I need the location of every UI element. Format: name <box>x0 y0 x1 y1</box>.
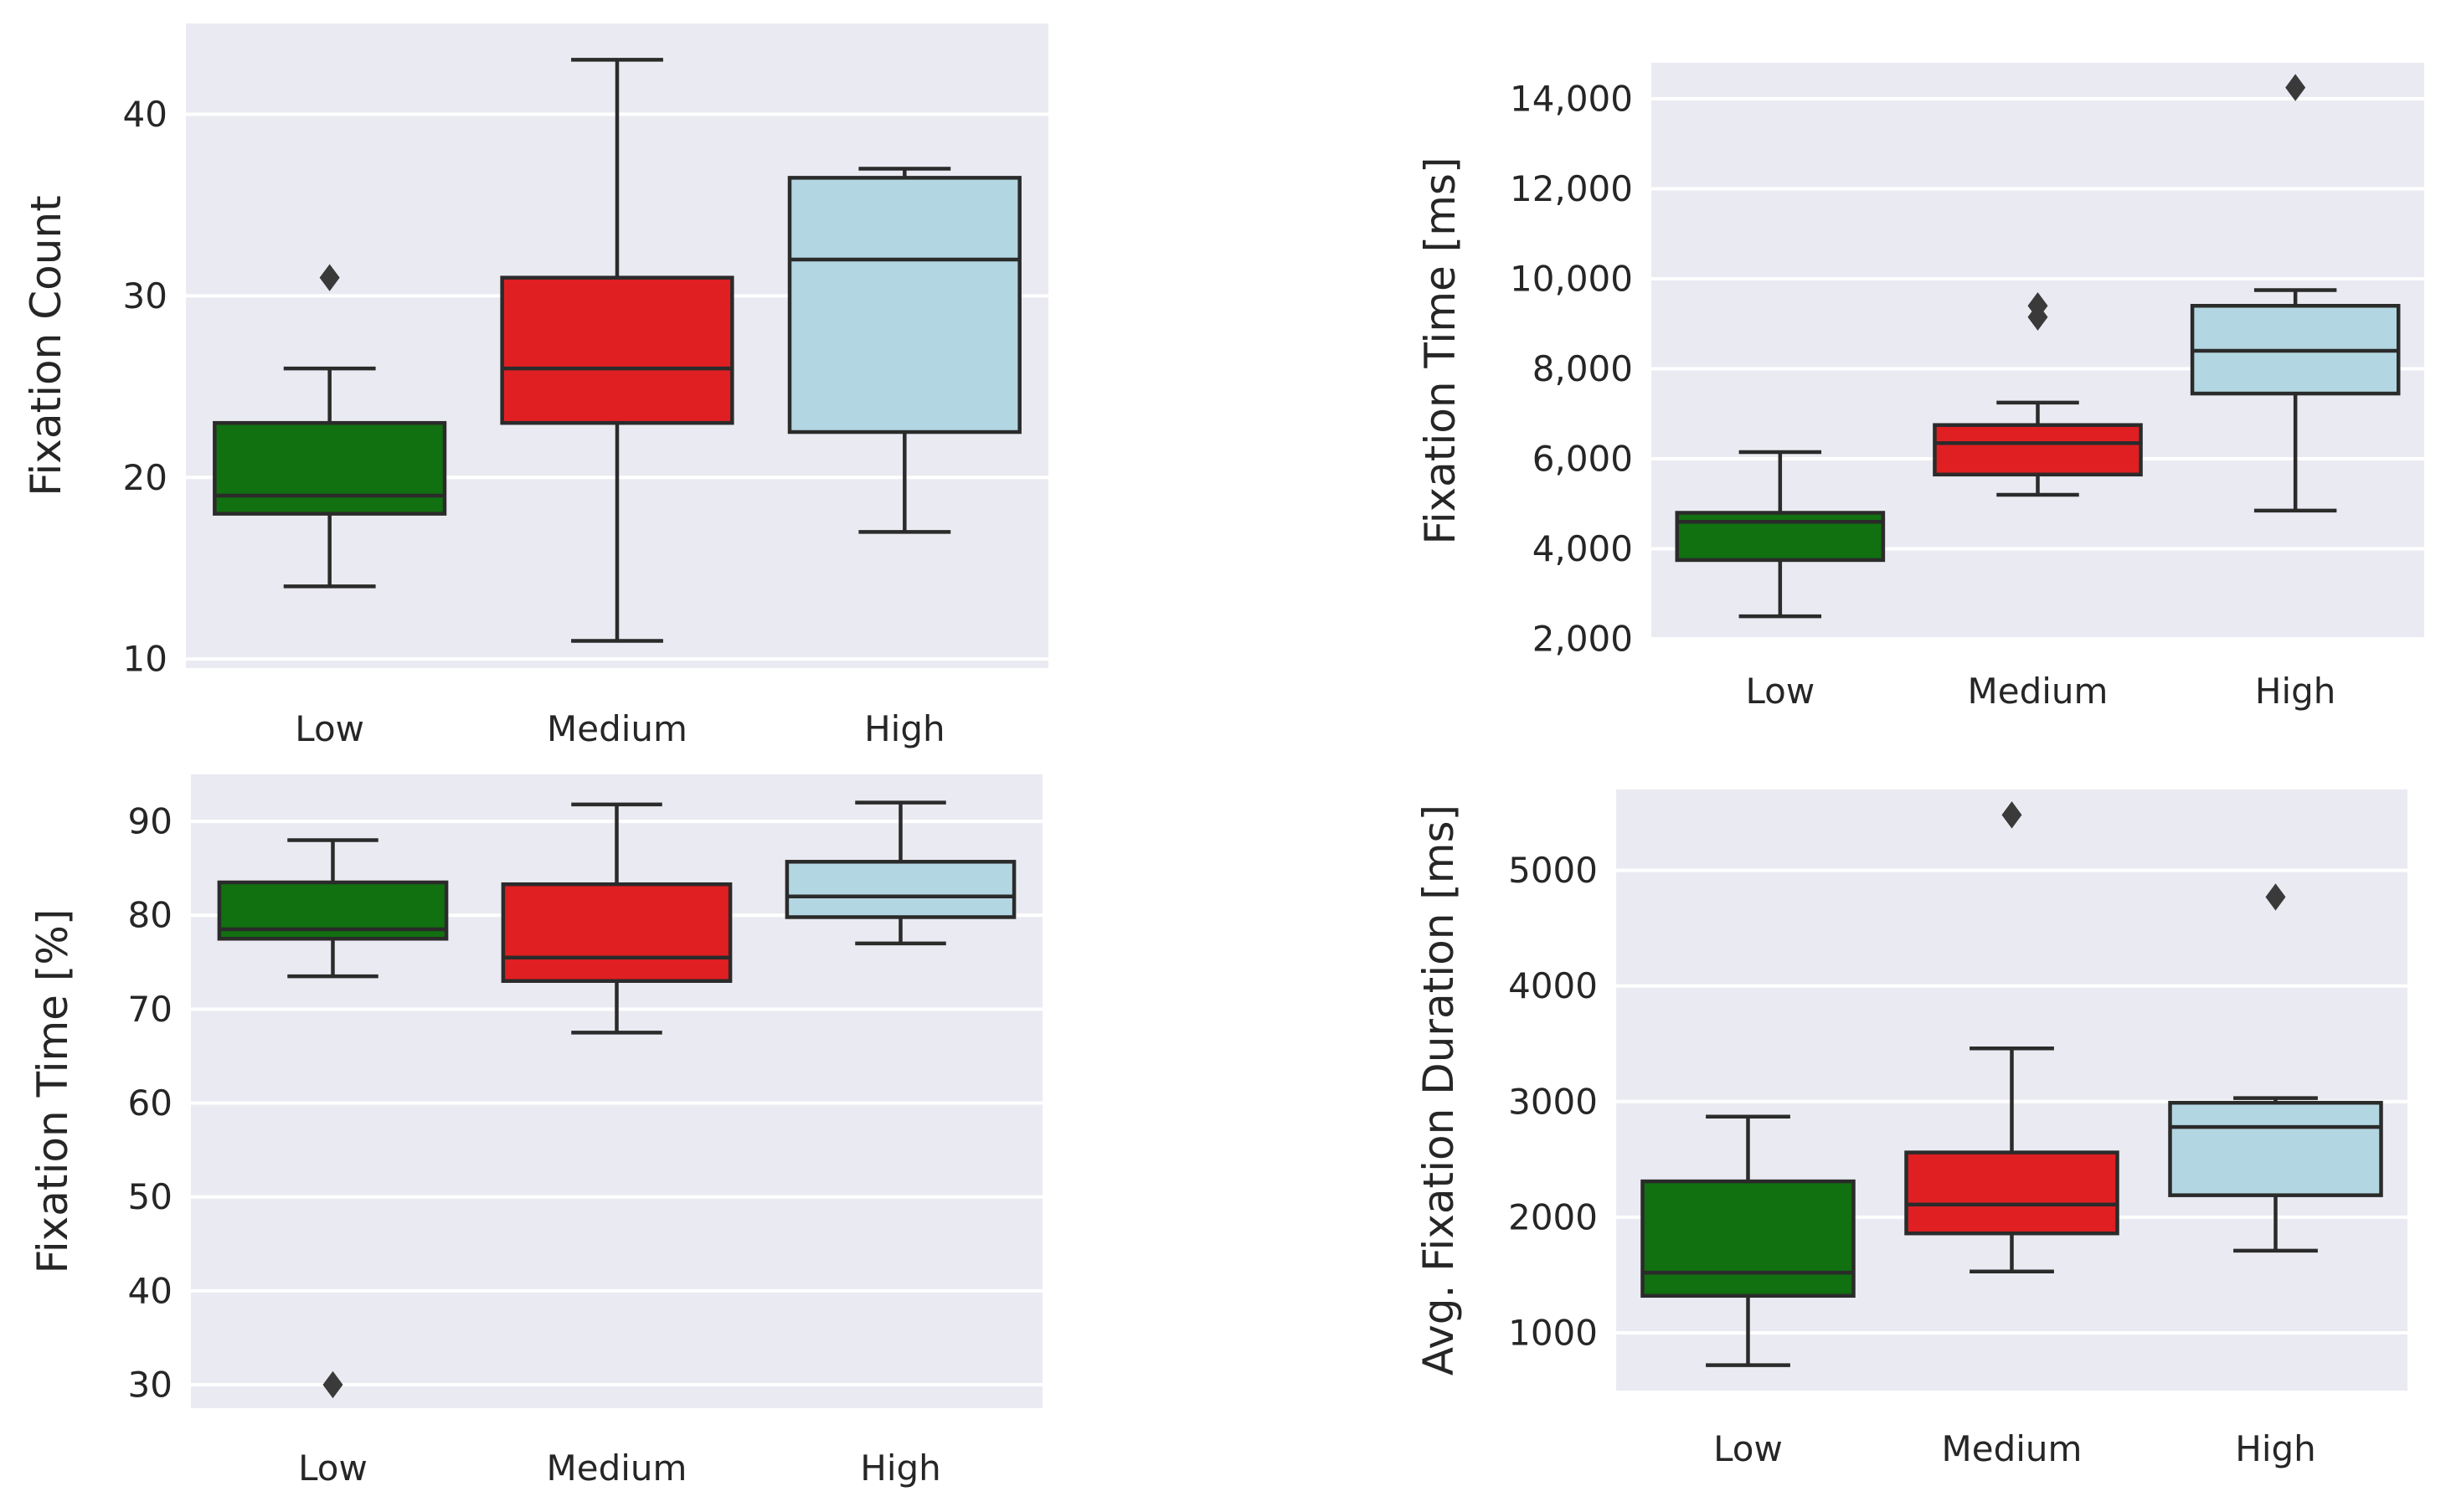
box-medium <box>1904 801 2119 1274</box>
outlier-marker <box>319 264 340 291</box>
x-tick-label: High <box>860 1448 941 1489</box>
y-tick-label: 10 <box>123 639 167 680</box>
y-tick-label: 10,000 <box>1510 259 1633 300</box>
box-iqr <box>785 860 1017 919</box>
x-tick-label: Low <box>295 708 364 749</box>
y-tick-label: 4,000 <box>1532 528 1633 569</box>
x-tick-label: Medium <box>1968 671 2109 712</box>
box-medium <box>500 58 734 643</box>
outlier-marker <box>2001 801 2022 829</box>
box-high <box>2168 883 2383 1253</box>
y-tick-label: 30 <box>123 275 167 316</box>
y-tick-label: 14,000 <box>1510 79 1633 120</box>
box-iqr <box>500 275 734 425</box>
y-tick-label: 2000 <box>1508 1196 1598 1237</box>
y-tick-label: 12,000 <box>1510 168 1633 209</box>
box-low <box>1675 450 1886 619</box>
y-axis-label: Fixation Time [%] <box>28 909 77 1274</box>
y-tick-label: 8,000 <box>1532 348 1633 389</box>
x-tick-label: High <box>2255 671 2336 712</box>
outlier-marker <box>2027 292 2048 320</box>
outlier-marker <box>2265 883 2286 911</box>
box-iqr <box>1904 1150 2119 1236</box>
outlier-marker <box>2285 74 2306 101</box>
box-iqr <box>213 420 447 516</box>
box-iqr <box>2168 1100 2383 1197</box>
y-axis-label: Avg. Fixation Duration [ms] <box>1414 805 1463 1376</box>
y-tick-label: 90 <box>128 801 172 842</box>
y-tick-label: 30 <box>128 1364 172 1405</box>
x-tick-label: Low <box>1745 671 1815 712</box>
y-tick-label: 3000 <box>1508 1081 1598 1122</box>
y-tick-label: 2,000 <box>1532 619 1633 660</box>
box-low <box>213 264 447 589</box>
x-tick-label: Medium <box>547 708 687 749</box>
y-tick-label: 60 <box>128 1083 172 1124</box>
box-medium <box>1933 292 2143 497</box>
box-iqr <box>1675 511 1886 563</box>
y-tick-label: 40 <box>128 1270 172 1311</box>
y-tick-label: 4000 <box>1508 965 1598 1006</box>
box-iqr <box>1640 1179 1856 1299</box>
y-tick-label: 5000 <box>1508 850 1598 891</box>
y-tick-label: 1000 <box>1508 1312 1598 1353</box>
x-tick-label: High <box>2235 1428 2316 1469</box>
box-iqr <box>1933 423 2143 477</box>
box-low <box>1640 1114 1856 1367</box>
box-high <box>785 800 1017 946</box>
y-tick-label: 70 <box>128 989 172 1030</box>
chart-panel-4: 1000 2000 3000 4000 5000 Low Medium High Avg. Fi… <box>1414 789 2407 1469</box>
y-tick-label: 50 <box>128 1176 172 1217</box>
box-iqr <box>787 176 1022 435</box>
x-tick-label: High <box>864 708 945 749</box>
box-medium <box>501 802 733 1035</box>
y-tick-label: 80 <box>128 895 172 936</box>
x-tick-label: Medium <box>1942 1428 2083 1469</box>
chart-panel-1: 10 20 30 40 Low Medium High Fixation Count <box>22 23 1048 749</box>
x-tick-label: Low <box>298 1448 368 1489</box>
y-tick-label: 20 <box>123 457 167 498</box>
y-tick-label: 40 <box>123 94 167 135</box>
y-tick-label: 6,000 <box>1532 439 1633 480</box>
chart-panel-3: 30 40 50 60 70 80 90 Low Medium High Fixation Time… <box>28 774 1043 1489</box>
y-axis-label: Fixation Count <box>22 195 70 496</box>
box-high <box>2190 74 2401 513</box>
box-high <box>787 167 1022 534</box>
y-axis-label: Fixation Time [ms] <box>1416 157 1465 545</box>
chart-panel-2: 2,000 4,000 6,000 8,000 10,000 12,000 14,000 Lo… <box>1416 63 2424 712</box>
box-low <box>217 838 449 1399</box>
x-tick-label: Medium <box>547 1448 687 1489</box>
x-tick-label: Low <box>1713 1428 1783 1469</box>
outlier-marker <box>322 1371 343 1399</box>
box-iqr <box>501 882 733 983</box>
